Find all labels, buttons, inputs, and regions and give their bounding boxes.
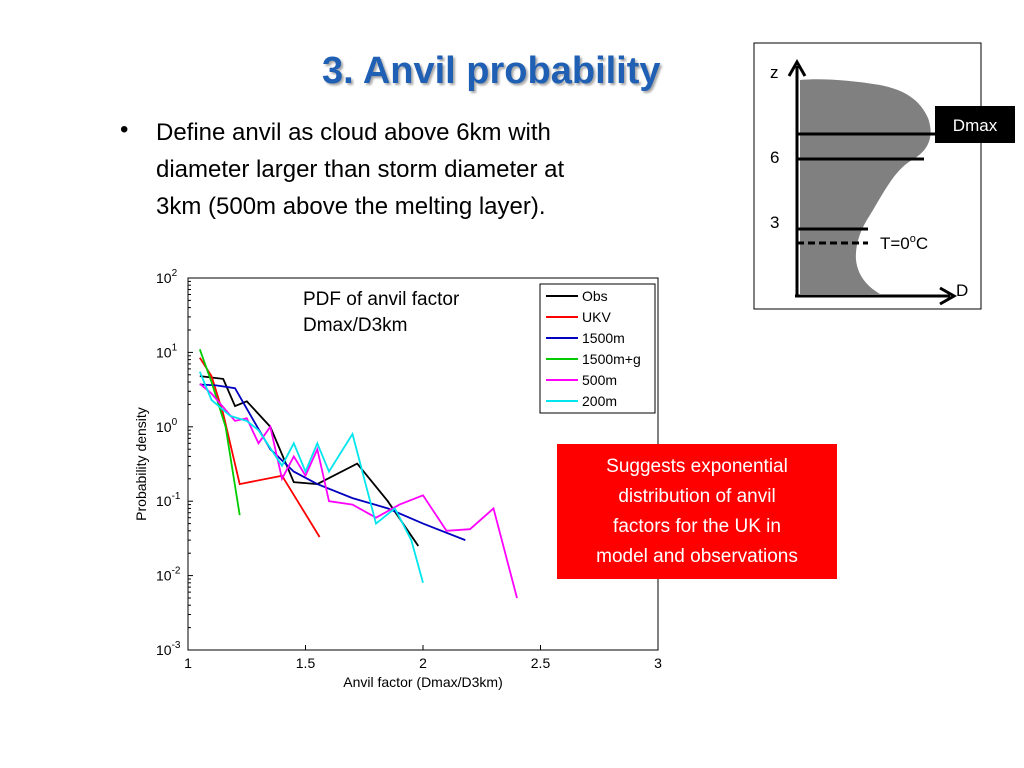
callout-line-3: factors for the UK in [613, 515, 781, 537]
legend-label: Obs [582, 288, 608, 304]
y-tick-exponent: -3 [172, 640, 181, 651]
melting-label-unit: C [916, 234, 928, 253]
melting-label-sup: o [910, 233, 916, 245]
x-tick-label: 1.5 [296, 655, 316, 671]
pdf-label: PDF of anvil factor Dmax/D3km [303, 287, 513, 339]
y-tick-label: 10-1 [156, 491, 181, 509]
bullet-symbol: • [120, 116, 129, 143]
series-line-1500m-g [198, 348, 241, 516]
z-axis-label: z [770, 63, 779, 82]
pdf-label-line-1: PDF of anvil factor [303, 289, 460, 310]
legend-label: 200m [582, 393, 617, 409]
level-6-label: 6 [770, 148, 779, 167]
y-tick-label: 100 [156, 417, 178, 435]
x-tick-label: 2.5 [531, 655, 551, 671]
y-tick-base: 10 [156, 493, 172, 509]
callout-line-2: distribution of anvil [618, 485, 776, 507]
y-tick-label: 10-2 [156, 566, 181, 584]
series-line-200m [198, 371, 424, 584]
d-axis-arrowhead [939, 286, 958, 306]
x-tick-label: 2 [419, 655, 427, 671]
y-tick-exponent: 0 [172, 417, 178, 428]
y-tick-base: 10 [156, 344, 172, 360]
y-tick-exponent: -1 [172, 491, 181, 502]
bullet-line-2: diameter larger than storm diameter at [156, 156, 565, 183]
chart-legend: Obs UKV 1500m 1500m+g 500m 200m [546, 288, 641, 409]
legend-box [539, 283, 656, 414]
pdf-label-line-2: Dmax/D3km [303, 315, 408, 336]
conclusion-callout: Suggests exponential distribution of anv… [557, 444, 837, 579]
legend-label: 500m [582, 372, 617, 388]
y-tick-exponent: 1 [172, 342, 178, 353]
bullet-line-1: Define anvil as cloud above 6km with [156, 119, 551, 146]
y-tick-label: 101 [156, 342, 178, 360]
y-tick-label: 10-3 [156, 640, 181, 658]
bullet-text: Define anvil as cloud above 6km with dia… [156, 114, 666, 225]
bullet-line-3: 3km (500m above the melting layer). [156, 193, 546, 220]
y-tick-label: 102 [156, 268, 178, 286]
dmax-label-box [935, 106, 1015, 143]
slide-title: 3. Anvil probability [322, 50, 661, 92]
y-tick-base: 10 [156, 419, 172, 435]
y-tick-base: 10 [156, 568, 172, 584]
y-tick-exponent: 2 [172, 268, 178, 279]
callout-text: Suggests exponential distribution of anv… [596, 452, 798, 572]
schematic-frame [753, 42, 982, 310]
series-line-obs [199, 375, 420, 547]
dmax-label: Dmax [953, 116, 998, 135]
series-lines [198, 348, 518, 599]
callout-line-4: model and observations [596, 545, 798, 567]
melting-label: T=0oC [880, 233, 928, 253]
x-tick-label: 1 [184, 655, 192, 671]
y-tick-exponent: -2 [172, 566, 181, 577]
y-tick-base: 10 [156, 642, 172, 658]
level-3-label: 3 [770, 213, 779, 232]
x-tick-label: 3 [654, 655, 662, 671]
series-line-ukv [199, 357, 321, 538]
y-tick-base: 10 [156, 270, 172, 286]
series-line-500m [199, 383, 518, 599]
z-axis-arrowhead [787, 58, 807, 77]
series-line-1500m [199, 383, 466, 541]
melting-label-text: T=0 [880, 234, 910, 253]
legend-label: 1500m [582, 330, 625, 346]
legend-label: UKV [582, 309, 611, 325]
callout-line-1: Suggests exponential [606, 455, 788, 477]
cloud-shape [800, 79, 931, 294]
legend-label: 1500m+g [582, 351, 641, 367]
y-axis-label: Probability density [133, 407, 149, 521]
x-axis-label: Anvil factor (Dmax/D3km) [343, 674, 502, 690]
d-axis-label: D [956, 281, 968, 300]
